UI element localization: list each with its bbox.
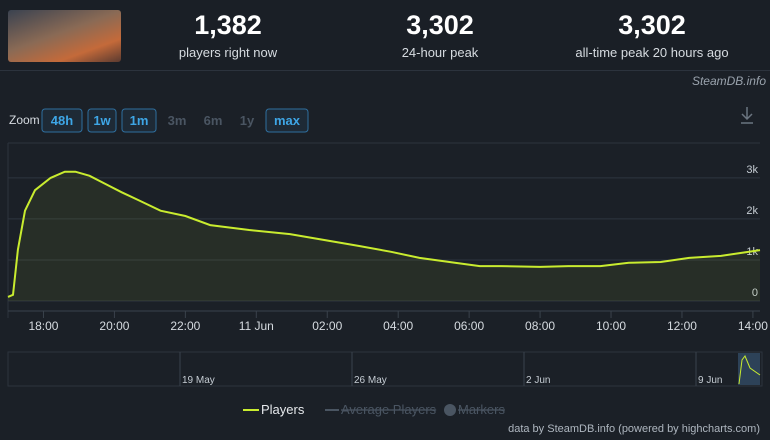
zoom-button[interactable] [87,108,117,133]
legend-label[interactable]: Markers [458,402,505,417]
download-icon[interactable] [741,107,753,124]
x-tick-label: 22:00 [170,319,200,333]
zoom-button-label: 6m [204,113,223,128]
zoom-button-label[interactable]: 1w [93,113,111,128]
navigator-label: 19 May [182,375,215,386]
navigator-window[interactable] [738,353,760,385]
zoom-button-label[interactable]: max [274,113,301,128]
legend-label[interactable]: Average Players [341,402,437,417]
zoom-button-label: 1y [240,113,255,128]
series-area [8,171,760,301]
x-tick-label: 18:00 [28,319,58,333]
source-label[interactable]: SteamDB.info [691,74,766,88]
navigator-label: 26 May [354,375,387,386]
stat-value: 3,302 [618,10,686,40]
header [0,0,770,71]
series-line [7,170,761,298]
credits[interactable]: data by SteamDB.info (powered by highcha… [508,423,760,435]
x-tick-label: 14:00 [738,319,768,333]
navigator-label: 2 Jun [526,375,550,386]
stat-label: all-time peak 20 hours ago [575,45,729,60]
zoom-button[interactable] [121,108,157,133]
legend-symbol [444,404,456,416]
zoom-button-label[interactable]: 48h [51,113,73,128]
navigator-line [738,355,761,385]
navigator-label: 9 Jun [698,375,722,386]
legend-label[interactable]: Players [261,402,305,417]
x-tick-label: 02:00 [312,319,342,333]
zoom-label: Zoom [9,113,40,127]
x-tick-label: 08:00 [525,319,555,333]
x-tick-label: 04:00 [383,319,413,333]
stat-label: 24-hour peak [401,45,479,60]
stat: 1,382 players right now [128,10,328,60]
zoom-button-label: 3m [168,113,187,128]
y-tick-label: 0 [752,287,758,299]
y-tick-label: 3k [746,164,758,176]
zoom-button-label[interactable]: 1m [130,113,149,128]
y-tick-label: 2k [746,205,758,217]
stat-value: 1,382 [194,10,262,40]
zoom-button[interactable] [265,108,309,133]
stat: 3,302 24-hour peak [340,10,540,60]
x-tick-label: 06:00 [454,319,484,333]
x-tick-label: 11 Jun [239,319,274,333]
x-tick-label: 12:00 [667,319,697,333]
zoom-button[interactable] [41,108,83,133]
navigator [7,351,763,387]
x-tick-label: 20:00 [99,319,129,333]
x-tick-label: 10:00 [596,319,626,333]
stat-value: 3,302 [406,10,474,40]
download-arrow [741,107,753,124]
stat-label: players right now [178,45,278,60]
stat: 3,302 all-time peak 20 hours ago [552,10,752,60]
game-thumbnail[interactable] [8,10,121,62]
